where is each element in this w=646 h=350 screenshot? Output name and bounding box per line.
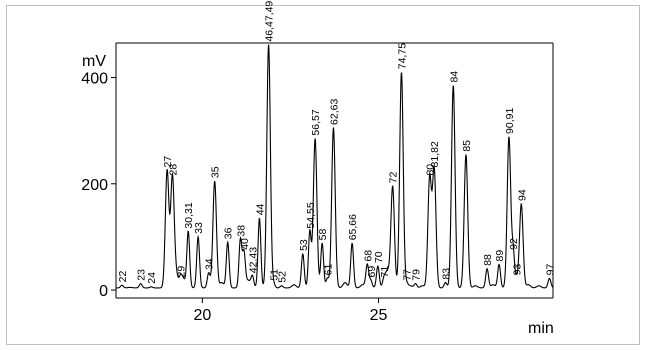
peak-label: 58	[317, 228, 329, 240]
peak-label: 52	[277, 271, 289, 283]
peak-label: 28	[167, 164, 179, 176]
y-axis-label: mV	[82, 53, 106, 70]
peak-label: 83	[440, 268, 452, 280]
peak-label: 90,91	[504, 108, 516, 134]
peak-label: 56,57	[310, 109, 322, 135]
peak-label: 93	[512, 263, 524, 275]
peak-label: 88	[482, 254, 494, 266]
peak-label: 71	[379, 266, 391, 278]
peak-label: 70	[373, 251, 385, 263]
peak-label: 85	[461, 140, 473, 152]
peak-label: 94	[516, 189, 528, 201]
peak-label: 46,47,49,50	[264, 0, 276, 42]
peak-label: 84	[448, 71, 460, 83]
peak-label: 72	[388, 172, 400, 184]
peak-label: 81,82	[429, 141, 441, 167]
y-tick-label: 0	[99, 283, 108, 300]
chromatogram-trace	[116, 44, 554, 289]
axes	[115, 42, 554, 299]
peak-label: 22	[117, 270, 129, 282]
ticks: 0 200 400 20 25	[81, 71, 387, 324]
peak-label: 97	[545, 263, 557, 275]
peak-label: 34	[204, 258, 216, 270]
peak-label: 29	[175, 266, 187, 278]
peak-label: 27	[162, 156, 174, 168]
peak-label: 38	[235, 225, 247, 237]
x-tick-label: 25	[370, 307, 388, 324]
peak-label: 89	[494, 250, 506, 262]
peak-label: 80	[425, 164, 437, 176]
x-axis-label: min	[528, 320, 554, 337]
peak-label: 54,55	[305, 202, 317, 228]
peak-label: 30,31	[183, 202, 195, 228]
peak-label: 62,63	[328, 99, 340, 125]
peak-label: 23	[136, 269, 148, 281]
peak-label: 65,66	[347, 214, 359, 240]
peak-label: 35	[210, 166, 222, 178]
peak-label: 44	[254, 203, 266, 215]
peak-label: 51	[268, 269, 280, 281]
peak-label: 36	[223, 227, 235, 239]
peak-label: 61	[323, 264, 335, 276]
peak-label: 69	[366, 266, 378, 278]
peak-label: 92	[508, 238, 520, 250]
chart-frame	[6, 5, 640, 345]
peak-label: 53	[298, 239, 310, 251]
peak-label: 42,43	[247, 247, 259, 273]
peak-label: 24	[146, 272, 158, 284]
peak-label: 33	[193, 222, 205, 234]
peak-label: 68	[362, 250, 374, 262]
x-tick-label: 20	[193, 307, 211, 324]
y-tick-label: 400	[81, 71, 108, 88]
y-tick-label: 200	[81, 177, 108, 194]
peak-label: 74,75	[397, 43, 409, 69]
peak-label: 79	[411, 269, 423, 281]
peak-label: 77	[402, 269, 414, 281]
peak-label: 40	[239, 238, 251, 250]
